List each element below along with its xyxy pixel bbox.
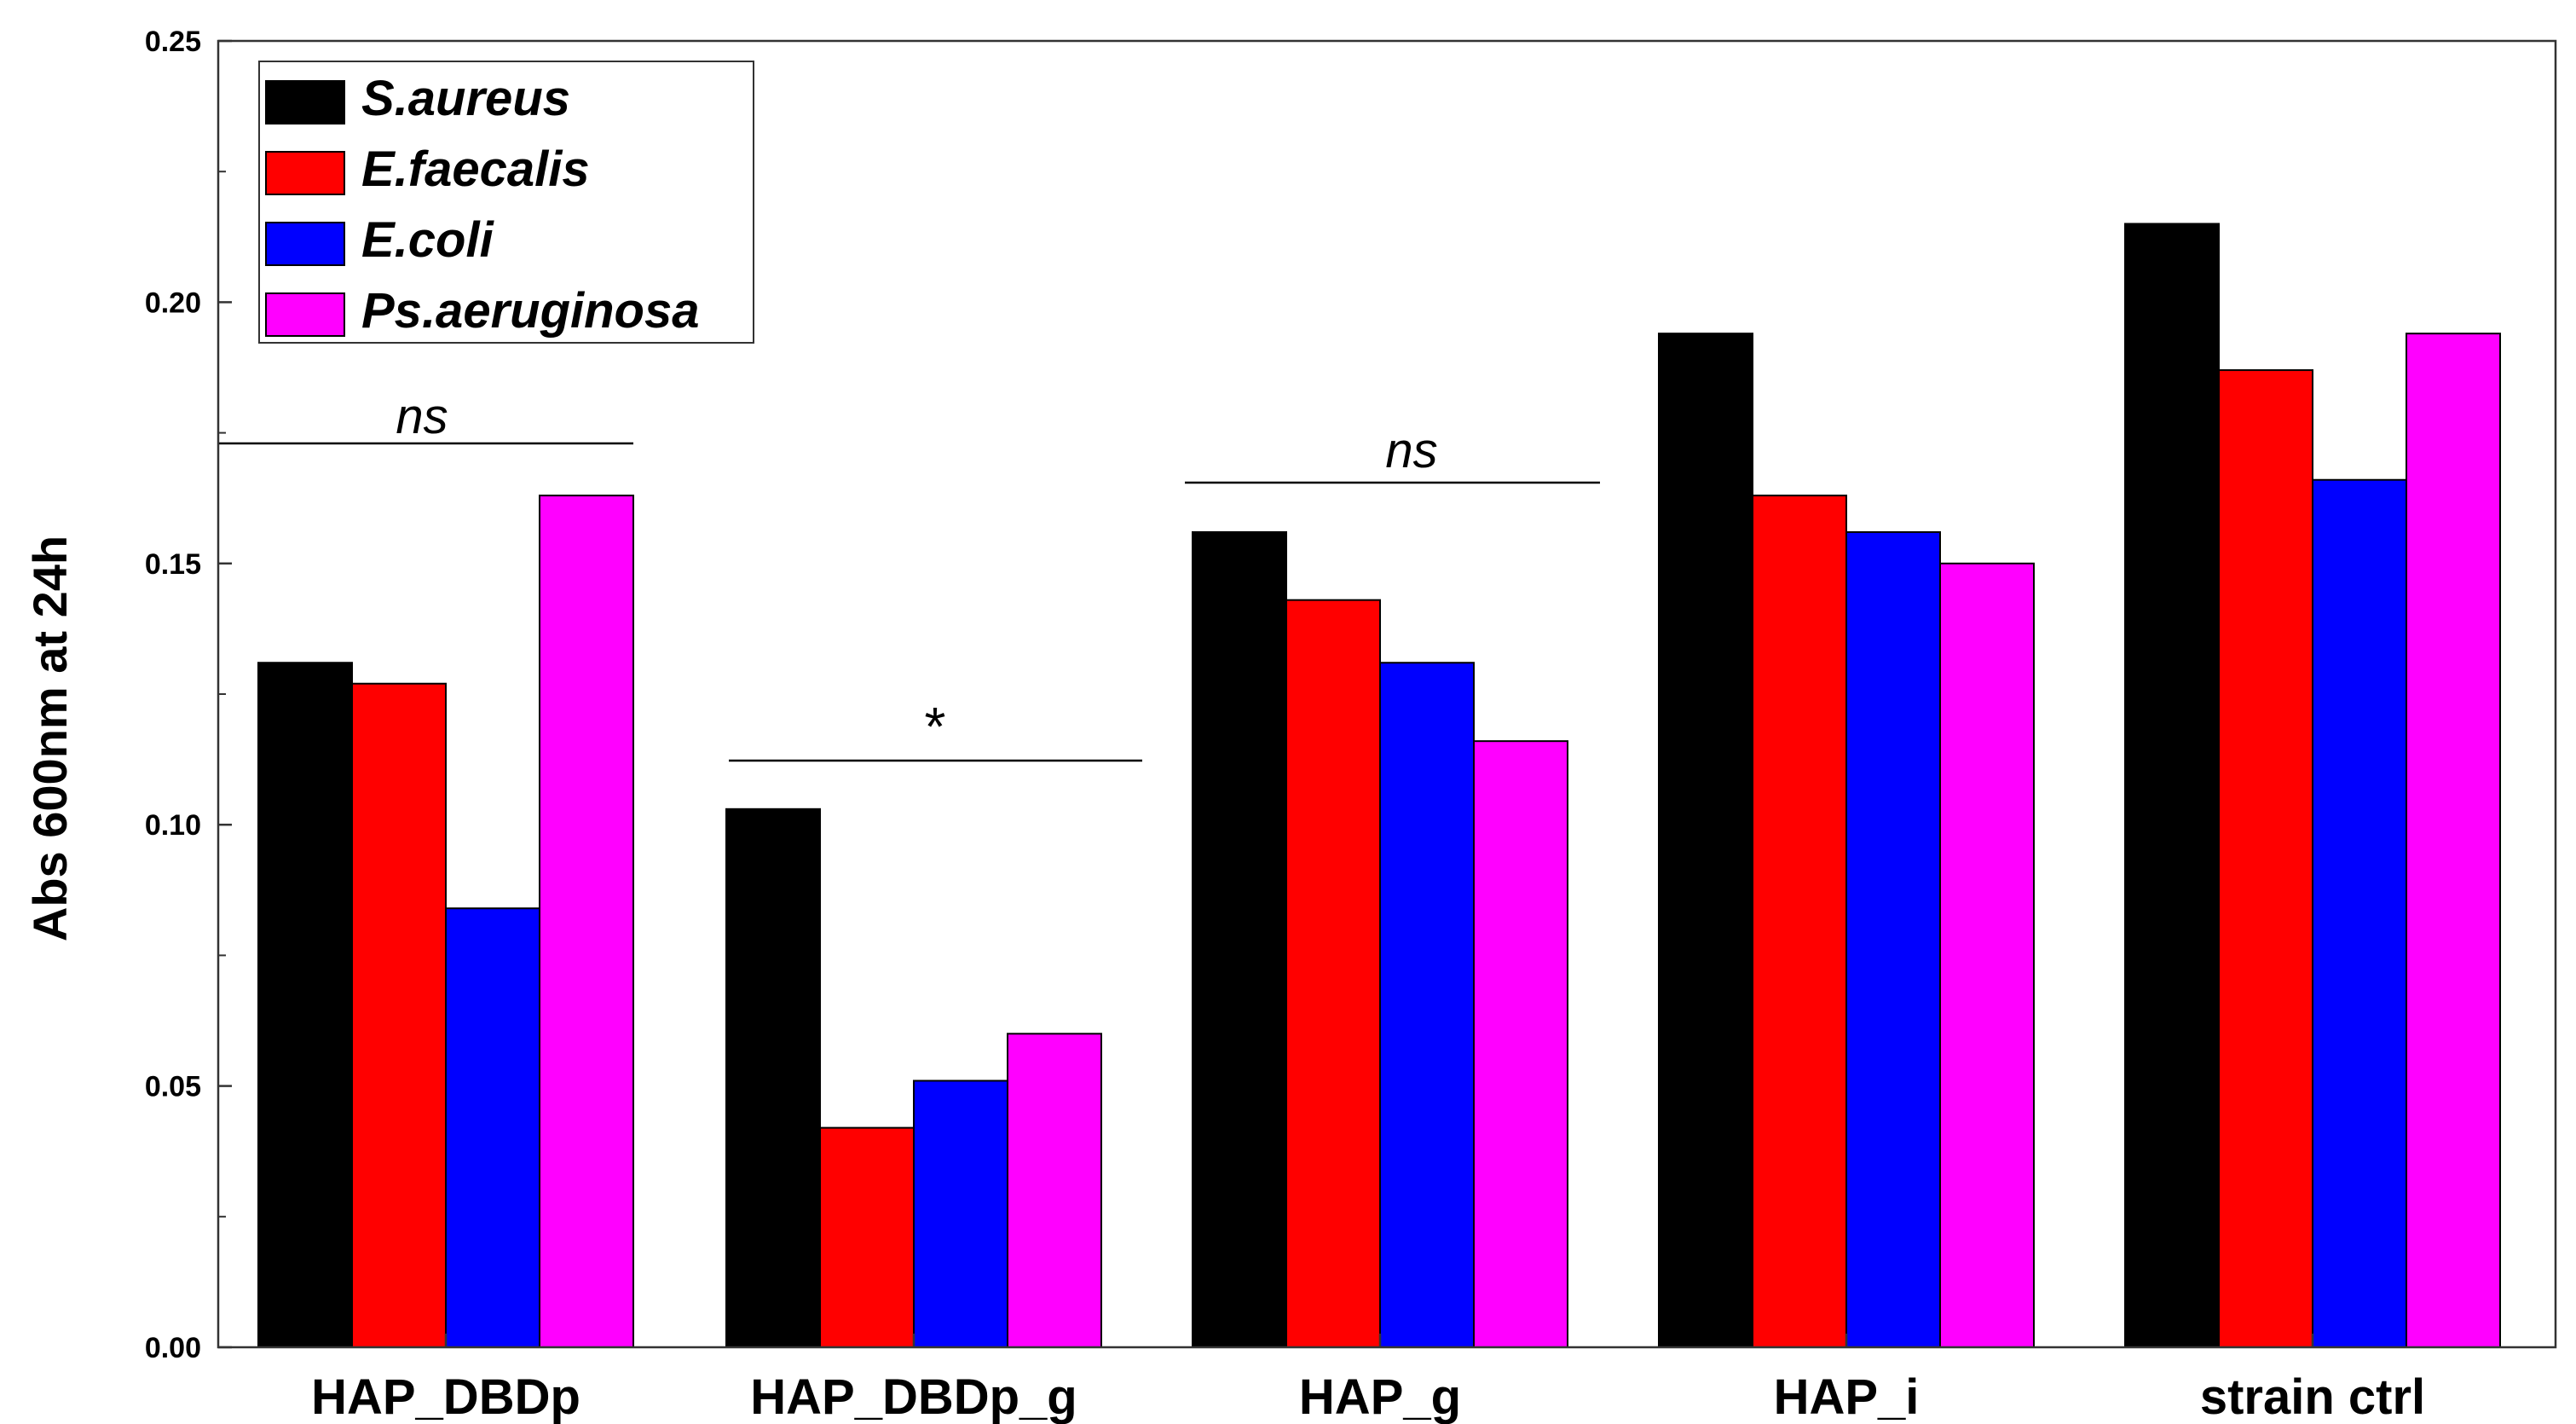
- bar-e-faecalis-3: [1752, 495, 1847, 1348]
- bar-e-faecalis-4: [2218, 369, 2313, 1349]
- y-tick-label: 0.00: [145, 1332, 201, 1364]
- bar-ps-aeruginosa-4: [2406, 333, 2501, 1349]
- bar-e-coli-0: [445, 907, 540, 1349]
- bar-s-aureus-1: [725, 808, 821, 1348]
- bar-e-coli-3: [1845, 531, 1941, 1348]
- annotation-ns-2: ns: [1385, 423, 1437, 478]
- bars-layer: [257, 223, 2501, 1349]
- legend-label-ps-aeruginosa: Ps.aeruginosa: [361, 283, 699, 339]
- annotation-ns-1: ns: [396, 389, 448, 444]
- bar-s-aureus-0: [257, 662, 353, 1348]
- legend-label-s-aureus: S.aureus: [361, 71, 570, 126]
- legend-swatch-s-aureus: [265, 80, 345, 124]
- x-category-label: strain ctrl: [2200, 1369, 2425, 1424]
- bar-e-faecalis-0: [351, 682, 447, 1348]
- bar-e-coli-1: [913, 1080, 1008, 1349]
- annotation-star: *: [925, 696, 946, 757]
- bar-ps-aeruginosa-0: [539, 495, 634, 1348]
- bar-e-coli-4: [2312, 478, 2407, 1348]
- legend-swatch-e-faecalis: [265, 151, 345, 195]
- legend-swatch-ps-aeruginosa: [265, 292, 345, 337]
- bar-ps-aeruginosa-3: [1939, 562, 2035, 1348]
- bar-ps-aeruginosa-2: [1473, 740, 1568, 1348]
- bar-e-faecalis-1: [819, 1126, 915, 1349]
- legend-label-e-faecalis: E.faecalis: [361, 142, 590, 197]
- y-tick-label: 0.25: [145, 26, 201, 58]
- bar-e-faecalis-2: [1285, 599, 1381, 1348]
- x-category-label: HAP_g: [1299, 1369, 1461, 1424]
- bar-ps-aeruginosa-1: [1007, 1033, 1102, 1348]
- legend: S.aureus E.faecalis E.coli Ps.aeruginosa: [258, 61, 754, 344]
- y-axis-title: Abs 600nm at 24h: [23, 535, 77, 941]
- legend-label-e-coli: E.coli: [361, 212, 495, 268]
- y-tick-label: 0.20: [145, 287, 201, 319]
- x-category-label: HAP_DBDp_g: [750, 1369, 1077, 1424]
- bar-s-aureus-2: [1192, 531, 1287, 1348]
- y-tick-label: 0.15: [145, 548, 201, 581]
- bar-s-aureus-4: [2124, 223, 2220, 1349]
- x-category-label: HAP_i: [1774, 1369, 1920, 1424]
- y-tick-label: 0.10: [145, 809, 201, 842]
- legend-swatch-e-coli: [265, 222, 345, 266]
- bar-e-coli-2: [1379, 662, 1475, 1348]
- bar-s-aureus-3: [1658, 333, 1753, 1349]
- y-tick-label: 0.05: [145, 1071, 201, 1103]
- axes-layer: 0.00 0.05 0.10 0.15 0.20 0.25 HAP_DBDp HAP_DBDp…: [145, 26, 2557, 1424]
- x-category-label: HAP_DBDp: [311, 1369, 580, 1424]
